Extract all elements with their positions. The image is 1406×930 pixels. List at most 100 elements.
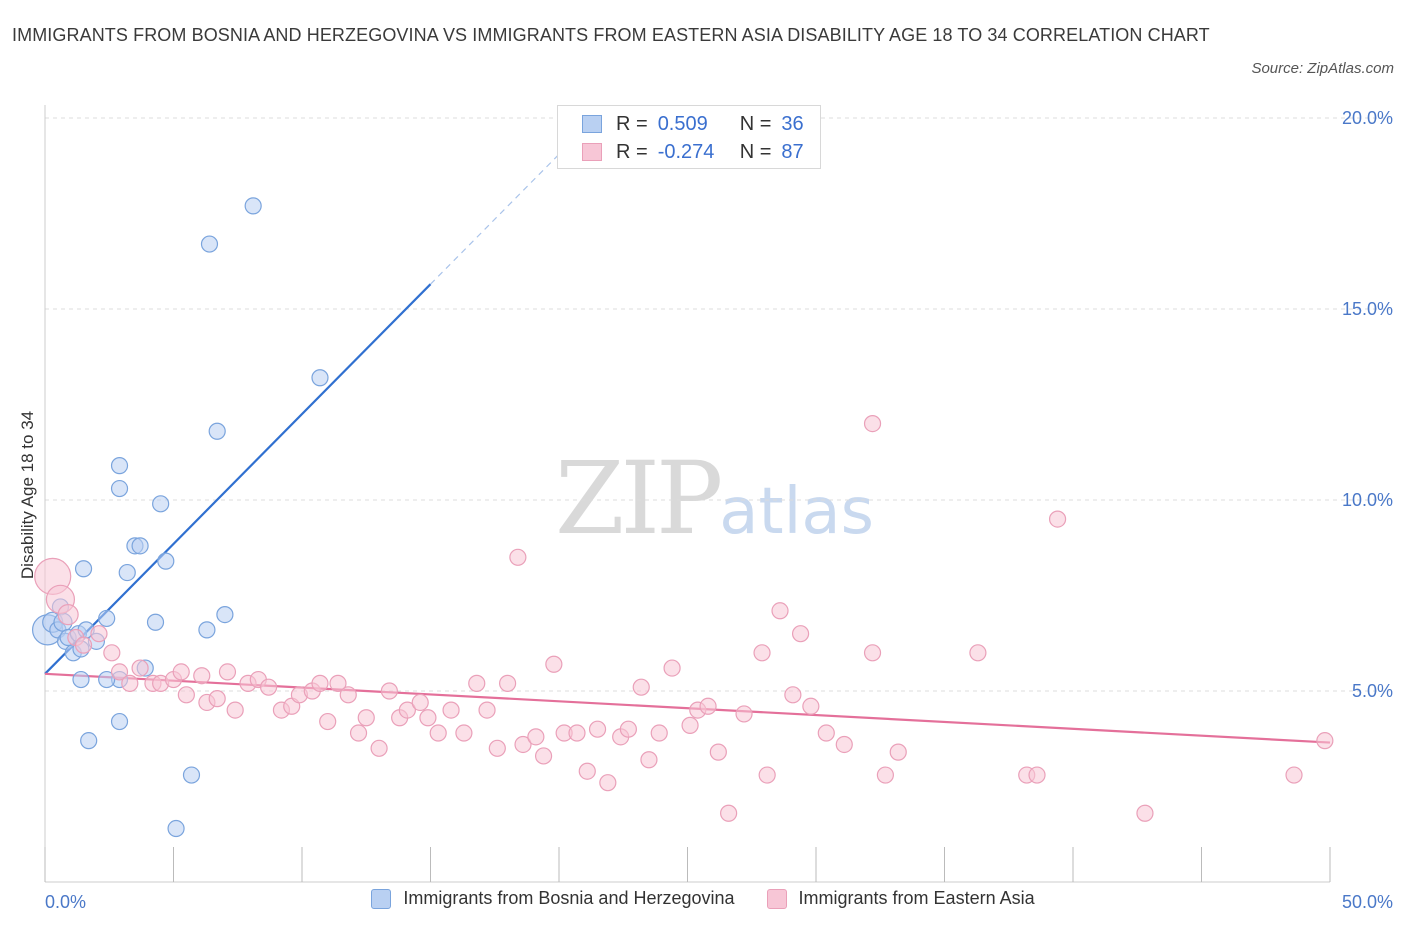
point-eastern-asia (1285, 766, 1303, 784)
point-eastern-asia (74, 636, 93, 654)
legend-n-value: 36 (781, 112, 804, 135)
point-eastern-asia (863, 415, 882, 433)
point-eastern-asia (259, 678, 278, 696)
point-eastern-asia (429, 724, 447, 742)
point-eastern-asia (226, 701, 244, 719)
point-eastern-asia (619, 720, 637, 738)
tick-labels: 5.0% 10.0% 15.0% 20.0% 0.0% 50.0% Disability A… (18, 108, 1393, 912)
point-bosnia (216, 605, 234, 624)
legend-r-label: R = (616, 140, 648, 163)
y-tick-label: 5.0% (1352, 681, 1393, 701)
point-eastern-asia (339, 686, 357, 704)
point-bosnia (182, 766, 201, 784)
trend-lines (44, 153, 1331, 744)
y-axis-label: Disability Age 18 to 34 (18, 411, 37, 579)
point-eastern-asia (172, 663, 190, 681)
point-eastern-asia (311, 674, 329, 692)
point-bosnia (198, 621, 216, 639)
series-swatch-pink (766, 888, 787, 909)
point-eastern-asia (398, 701, 416, 719)
point-eastern-asia (110, 663, 129, 681)
legend-row-eastern-asia: R = -0.274 N = 87 (582, 138, 804, 166)
point-eastern-asia (784, 686, 802, 704)
point-eastern-asia (380, 682, 398, 700)
point-eastern-asia (699, 697, 717, 715)
chart-title: IMMIGRANTS FROM BOSNIA AND HERZEGOVINA V… (12, 25, 1210, 45)
point-eastern-asia (57, 603, 79, 626)
point-eastern-asia (534, 747, 553, 765)
point-bosnia (244, 197, 262, 215)
trend-line-bosnia (44, 283, 432, 675)
point-bosnia (200, 235, 219, 253)
y-tick-label: 20.0% (1342, 108, 1393, 128)
point-eastern-asia (771, 602, 789, 620)
point-eastern-asia (640, 751, 658, 769)
point-eastern-asia (527, 728, 545, 746)
legend-row-bosnia: R = 0.509 N = 36 (582, 110, 804, 138)
point-eastern-asia (411, 693, 429, 712)
point-bosnia (110, 479, 129, 498)
point-eastern-asia (568, 724, 586, 742)
point-eastern-asia (753, 644, 771, 662)
source-label: Source: ZipAtlas.com (1251, 60, 1394, 77)
x-tick-label: 0.0% (45, 892, 86, 912)
point-bosnia (311, 369, 329, 387)
point-eastern-asia (681, 716, 699, 734)
point-eastern-asia (588, 720, 607, 738)
point-bosnia (146, 613, 165, 631)
point-bosnia (157, 552, 175, 570)
point-bosnia (152, 495, 170, 513)
point-eastern-asia (121, 674, 139, 692)
axes (44, 105, 1331, 883)
point-bosnia (131, 537, 149, 555)
point-bosnia (98, 609, 116, 628)
legend-n-label: N = (739, 112, 772, 135)
point-eastern-asia (103, 644, 121, 662)
point-eastern-asia (514, 735, 532, 754)
point-eastern-asia (357, 709, 375, 727)
point-eastern-asia (218, 663, 237, 681)
data-points (31, 197, 1334, 838)
point-eastern-asia (835, 735, 853, 754)
series-name-bosnia: Immigrants from Bosnia and Herzegovina (403, 888, 735, 908)
point-bosnia (72, 670, 90, 689)
watermark-zip: ZIP (555, 440, 723, 557)
point-bosnia (110, 457, 129, 475)
legend-r-value: 0.509 (657, 112, 708, 135)
legend-swatch-blue (582, 115, 602, 133)
point-eastern-asia (889, 743, 907, 761)
point-bosnia (74, 560, 93, 578)
point-eastern-asia (1028, 766, 1046, 784)
point-eastern-asia (758, 766, 776, 784)
point-bosnia (98, 670, 116, 689)
watermark: ZIPatlas (555, 440, 874, 557)
point-eastern-asia (468, 674, 486, 692)
legend-n-label: N = (739, 140, 772, 163)
point-eastern-asia (509, 548, 527, 566)
point-eastern-asia (90, 625, 108, 643)
point-eastern-asia (578, 762, 596, 780)
series-name-eastern-asia: Immigrants from Eastern Asia (798, 888, 1035, 908)
point-eastern-asia (349, 724, 368, 742)
point-eastern-asia (545, 655, 563, 673)
trend-extension-bosnia (430, 153, 560, 285)
point-bosnia (110, 712, 129, 731)
point-eastern-asia (735, 705, 753, 723)
point-eastern-asia (632, 678, 650, 696)
point-eastern-asia (193, 667, 211, 685)
stats-legend: R = 0.509 N = 36 R = -0.274 N = 87 (557, 105, 821, 169)
point-eastern-asia (817, 724, 835, 742)
point-eastern-asia (650, 724, 668, 742)
series-legend: Immigrants from Bosnia and Herzegovina I… (0, 888, 1406, 909)
point-eastern-asia (709, 743, 727, 761)
point-eastern-asia (876, 766, 894, 784)
point-bosnia (118, 563, 136, 582)
legend-n-value: 87 (781, 140, 804, 163)
point-eastern-asia (802, 697, 820, 715)
point-eastern-asia (131, 659, 149, 677)
legend-swatch-pink (582, 143, 602, 161)
series-legend-eastern-asia: Immigrants from Eastern Asia (766, 888, 1035, 909)
point-eastern-asia (1316, 732, 1334, 750)
point-eastern-asia (177, 686, 195, 704)
